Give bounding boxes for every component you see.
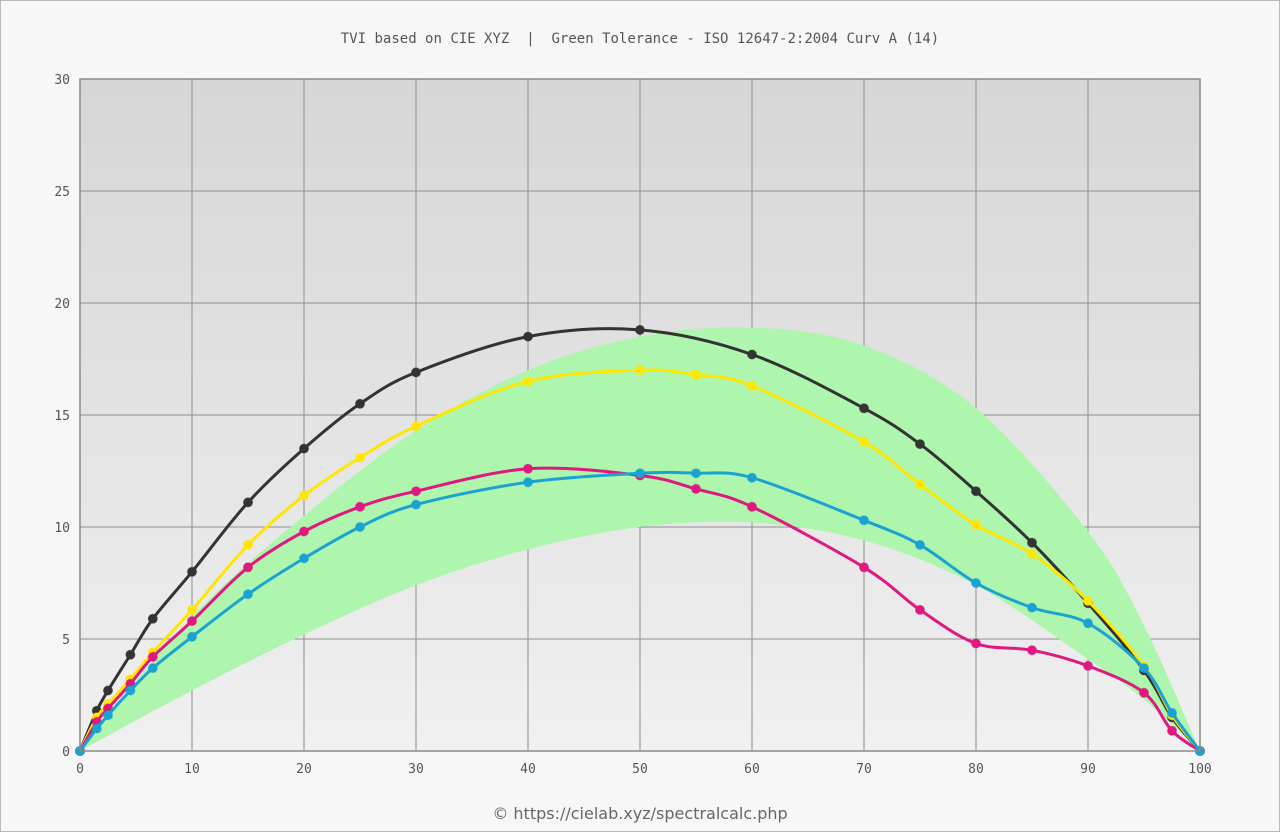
data-point	[523, 331, 533, 342]
data-point	[691, 468, 701, 479]
data-point	[355, 398, 365, 409]
data-point	[1083, 595, 1093, 606]
x-axis: 0 10 20 30 40 50 60 70 80 90 100	[76, 762, 1212, 777]
data-point	[411, 367, 421, 378]
x-tick-label: 20	[296, 762, 312, 777]
data-point	[243, 539, 253, 550]
data-point	[1139, 663, 1149, 674]
data-point	[411, 486, 421, 497]
data-point	[635, 324, 645, 335]
x-tick-label: 50	[632, 762, 648, 777]
y-tick-label: 0	[62, 745, 70, 760]
data-point	[147, 613, 158, 624]
data-point	[971, 519, 981, 530]
data-point	[915, 479, 925, 490]
data-point	[859, 515, 869, 526]
data-point	[91, 723, 102, 734]
data-point	[523, 463, 533, 474]
data-point	[1027, 602, 1037, 613]
data-point	[187, 631, 197, 642]
data-point	[859, 403, 869, 414]
y-tick-label: 10	[54, 521, 70, 536]
data-point	[187, 616, 197, 627]
series-line	[78, 327, 1202, 752]
x-tick-label: 60	[744, 762, 760, 777]
x-tick-label: 80	[968, 762, 984, 777]
footer-credit: © https://cielab.xyz/spectralcalc.php	[492, 804, 788, 823]
tolerance-band	[80, 327, 1200, 751]
data-point	[747, 349, 757, 360]
x-tick-label: 40	[520, 762, 536, 777]
data-point	[299, 490, 309, 501]
x-tick-label: 10	[184, 762, 200, 777]
data-point	[299, 443, 309, 454]
data-point	[1027, 645, 1037, 656]
data-point	[1083, 618, 1093, 629]
data-point	[1139, 687, 1149, 698]
series-line	[78, 470, 1202, 752]
data-point	[747, 472, 757, 483]
series-line	[78, 466, 1201, 753]
data-point	[635, 365, 645, 376]
data-point	[915, 604, 925, 615]
chart-title: TVI based on CIE XYZ | Green Tolerance -…	[340, 31, 940, 47]
x-tick-label: 100	[1188, 762, 1211, 777]
data-point	[691, 369, 701, 380]
data-point	[147, 663, 158, 674]
data-point	[243, 497, 253, 508]
data-point	[243, 589, 253, 600]
data-point	[971, 486, 981, 497]
y-tick-label: 30	[54, 73, 70, 88]
y-tick-label: 25	[54, 185, 70, 200]
data-point	[747, 501, 757, 512]
data-point	[635, 468, 645, 479]
y-tick-label: 5	[62, 633, 70, 648]
data-point	[243, 562, 253, 573]
data-point	[411, 499, 421, 510]
plot-border	[79, 78, 1201, 752]
data-point	[355, 522, 365, 532]
data-point	[915, 439, 925, 450]
data-point	[187, 604, 197, 615]
data-point	[523, 477, 533, 488]
data-point	[187, 566, 197, 577]
data-point	[523, 376, 533, 387]
data-point	[1167, 725, 1177, 736]
data-point	[747, 380, 757, 391]
x-tick-label: 30	[408, 762, 424, 777]
y-tick-label: 20	[54, 297, 70, 312]
data-point	[1027, 537, 1037, 548]
data-point	[915, 539, 925, 550]
data-point	[147, 651, 158, 662]
data-point	[411, 421, 421, 432]
data-point	[299, 526, 309, 537]
data-point	[125, 649, 136, 660]
data-point	[691, 483, 701, 494]
data-point	[1167, 707, 1177, 718]
data-point	[971, 638, 981, 649]
data-point	[859, 436, 869, 447]
data-point	[859, 562, 869, 573]
data-point	[125, 685, 136, 696]
x-tick-label: 0	[76, 762, 84, 777]
x-tick-label: 90	[1080, 762, 1096, 777]
data-point	[355, 452, 365, 463]
data-point	[103, 710, 113, 721]
y-axis: 0 5 10 15 20 25 30	[54, 73, 70, 760]
data-point	[299, 553, 309, 564]
data-point	[1027, 548, 1037, 559]
series-4	[75, 468, 1205, 756]
data-point	[1083, 660, 1093, 671]
y-tick-label: 15	[54, 409, 70, 424]
data-point	[103, 685, 113, 696]
data-point	[355, 501, 365, 512]
series-layer	[75, 324, 1205, 756]
tolerance-band-area	[80, 327, 1200, 751]
data-point	[971, 578, 981, 588]
x-tick-label: 70	[856, 762, 872, 777]
